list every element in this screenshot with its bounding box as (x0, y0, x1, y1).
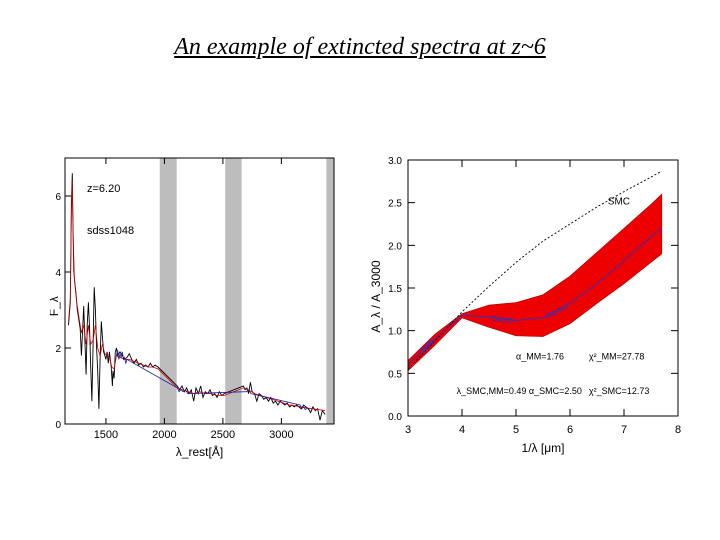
y-tick-label: 0.5 (388, 369, 402, 380)
data-point (497, 317, 503, 322)
y-tick-label: 1.5 (388, 284, 402, 295)
masked-region-2 (326, 158, 334, 424)
masked-region-1 (225, 158, 242, 424)
curve-SMC (407, 170, 663, 370)
data-point (508, 318, 514, 323)
best-fit-annotation: BEST FIT (40%SMC+60%T?G) (414, 166, 540, 176)
y-tick-label: 0.0 (388, 412, 402, 423)
spectrum-x-axis-label: λ_rest[Å] (176, 444, 223, 459)
extinction-plot-frame (407, 159, 679, 417)
smc-curve-label: SMC (608, 196, 630, 207)
x-tick-label: 1500 (94, 429, 118, 441)
data-point (562, 305, 568, 311)
data-point (420, 347, 426, 353)
spectrum-series-0 (68, 173, 326, 421)
data-point (426, 341, 431, 347)
x-tick-label: 5 (513, 424, 519, 436)
y-tick-label: 3.0 (388, 156, 402, 167)
y-tick-label: 2 (55, 344, 61, 355)
y-tick-label: 2.5 (388, 199, 402, 210)
data-point (491, 316, 497, 322)
spectrum-series-1 (68, 180, 326, 412)
redshift-annotation: z=6.20 (87, 183, 120, 195)
y-tick-label: 0 (55, 420, 61, 431)
data-point (556, 307, 562, 313)
x-tick-label: 4 (459, 424, 465, 436)
x-tick-label: 6 (567, 424, 573, 436)
x-tick-label: 3 (405, 424, 411, 436)
slide-title: An example of extincted spectra at z~6 (174, 34, 546, 60)
data-point (502, 318, 508, 323)
x-tick-label: 2500 (211, 429, 235, 441)
masked-region-0 (159, 158, 177, 424)
data-point (428, 339, 434, 345)
lambda-smc-mm-annotation: λ_SMC,MM=0.49 α_SMC=2.50 (457, 386, 582, 396)
extinction-y-axis-label: A_λ / A_3000 (369, 260, 383, 332)
data-point (551, 311, 557, 317)
x-tick-label: 8 (675, 424, 681, 436)
y-tick-label: 1.0 (388, 327, 402, 338)
extinction-x-axis-label: 1/λ [μm] (522, 441, 565, 455)
spectrum-chart: 1500 2000 2500 3000 0 2 4 6 z=6.20 sdss1048 λ_r… (50, 154, 350, 464)
alpha-mm-annotation: α_MM=1.76 (516, 352, 564, 362)
chi-up-annotation: χ²_UP=0.60 (414, 252, 462, 262)
data-point (545, 312, 551, 318)
spectrum-y-axis-label: F_λ (50, 296, 61, 316)
alpha-up-annotation: α_UP=2.52 (414, 203, 459, 213)
lambda-smc-up-annotation: λ_SMC,UP=0.65 (414, 226, 481, 236)
y-tick-label: 4 (55, 268, 61, 279)
x-tick-label: 2000 (152, 429, 176, 441)
spectrum-plot-frame (64, 157, 335, 425)
chi-mm-annotation: χ²_MM=27.78 (589, 352, 645, 362)
x-tick-label: 3000 (269, 429, 293, 441)
y-tick-label: 6 (55, 192, 61, 203)
y-tick-label: 2.0 (388, 241, 402, 252)
object-annotation: sdss1048 (87, 225, 134, 237)
extinction-chart: 3 4 5 6 7 8 0.0 0.5 1.0 1.5 2.0 2.5 3.0 BEST FIT (40… (369, 156, 681, 455)
x-tick-label: 7 (621, 424, 627, 436)
fit-uncertainty-band (407, 193, 663, 372)
data-point (423, 345, 429, 351)
chi-smc-annotation: χ²_SMC=12.73 (589, 386, 650, 396)
curve-best-fit (407, 227, 663, 366)
spectrum-series-2 (116, 349, 310, 411)
